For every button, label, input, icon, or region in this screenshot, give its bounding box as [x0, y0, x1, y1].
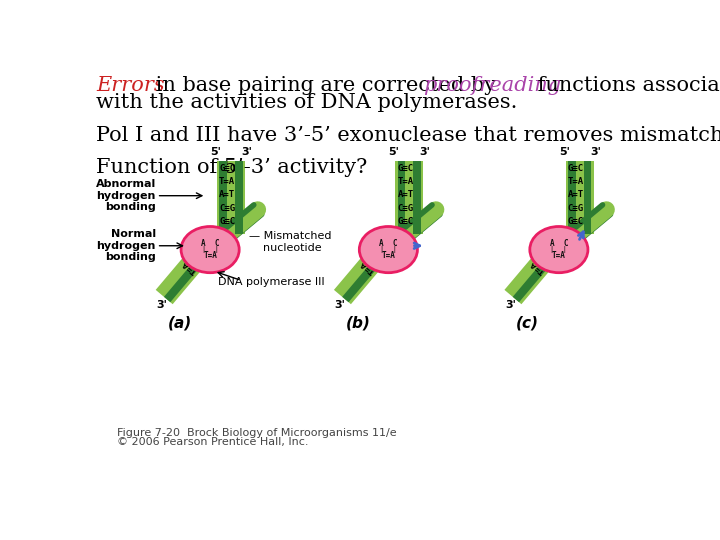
Text: 3': 3': [505, 300, 516, 310]
Text: (a): (a): [168, 315, 192, 330]
Text: T=A: T=A: [203, 251, 217, 260]
FancyBboxPatch shape: [235, 161, 243, 234]
Text: © 2006 Pearson Prentice Hall, Inc.: © 2006 Pearson Prentice Hall, Inc.: [117, 437, 309, 447]
Text: A  C: A C: [201, 239, 220, 248]
Text: A  C: A C: [379, 239, 397, 248]
FancyBboxPatch shape: [568, 161, 576, 234]
Text: T=A: T=A: [397, 177, 413, 186]
Text: 5': 5': [210, 147, 221, 157]
FancyBboxPatch shape: [566, 161, 594, 234]
Text: functions associated: functions associated: [531, 76, 720, 96]
Text: T=A: T=A: [382, 251, 395, 260]
Text: Pol I and III have 3’-5’ exonuclease that removes mismatched nucleotide: Pol I and III have 3’-5’ exonuclease tha…: [96, 126, 720, 145]
Text: A=T: A=T: [568, 191, 584, 199]
Text: G≡C: G≡C: [219, 217, 235, 226]
FancyBboxPatch shape: [584, 161, 591, 234]
Text: Function of 5’-3’ activity?: Function of 5’-3’ activity?: [96, 158, 367, 177]
Text: C≡G: C≡G: [397, 204, 413, 213]
Text: in base pairing are corrected by: in base pairing are corrected by: [149, 76, 503, 96]
Text: Errors: Errors: [96, 76, 165, 96]
Text: T=A: T=A: [219, 177, 235, 186]
Text: T=A: T=A: [181, 260, 197, 275]
Text: Abnormal
hydrogen
bonding: Abnormal hydrogen bonding: [96, 179, 156, 212]
Text: 5': 5': [559, 147, 570, 157]
Text: G≡C: G≡C: [219, 164, 235, 173]
Ellipse shape: [181, 226, 239, 273]
Text: DNA polymerase III: DNA polymerase III: [218, 277, 325, 287]
Text: |  |: | |: [202, 246, 219, 253]
Ellipse shape: [530, 226, 588, 273]
Text: A-C: A-C: [541, 249, 555, 262]
FancyBboxPatch shape: [397, 161, 405, 234]
Text: (b): (b): [346, 315, 371, 330]
Text: A-C: A-C: [192, 249, 206, 262]
Text: T=A: T=A: [530, 260, 546, 275]
Text: C≡G: C≡G: [568, 204, 584, 213]
Text: proofreading: proofreading: [423, 76, 562, 96]
Text: G≡C: G≡C: [397, 217, 413, 226]
Text: G≡C: G≡C: [568, 164, 584, 173]
Text: T=A: T=A: [568, 177, 584, 186]
Text: (c): (c): [516, 315, 539, 330]
Text: — Mismatched
    nucleotide: — Mismatched nucleotide: [249, 231, 331, 253]
Text: G≡C: G≡C: [397, 164, 413, 173]
Text: 3': 3': [335, 300, 346, 310]
Text: C≡G: C≡G: [219, 204, 235, 213]
Text: with the activities of DNA polymerases.: with the activities of DNA polymerases.: [96, 93, 518, 112]
Text: 5': 5': [388, 147, 399, 157]
FancyBboxPatch shape: [220, 161, 228, 234]
Text: 3': 3': [241, 147, 252, 157]
Text: T=A: T=A: [359, 260, 376, 275]
Text: |  |: | |: [550, 246, 567, 253]
Text: G≡C: G≡C: [568, 217, 584, 226]
FancyBboxPatch shape: [217, 161, 245, 234]
Ellipse shape: [359, 226, 418, 273]
Text: Figure 7-20  Brock Biology of Microorganisms 11/e: Figure 7-20 Brock Biology of Microorgani…: [117, 428, 397, 438]
Text: A  C: A C: [549, 239, 568, 248]
Text: A=T: A=T: [219, 191, 235, 199]
Text: 3': 3': [590, 147, 600, 157]
Text: |  |: | |: [380, 246, 397, 253]
Text: A=T: A=T: [397, 191, 413, 199]
Text: A-C: A-C: [370, 249, 384, 262]
Text: 3': 3': [419, 147, 431, 157]
Text: 3': 3': [156, 300, 167, 310]
FancyBboxPatch shape: [413, 161, 421, 234]
FancyBboxPatch shape: [395, 161, 423, 234]
Text: T=A: T=A: [552, 251, 566, 260]
Text: Normal
hydrogen
bonding: Normal hydrogen bonding: [96, 229, 156, 262]
